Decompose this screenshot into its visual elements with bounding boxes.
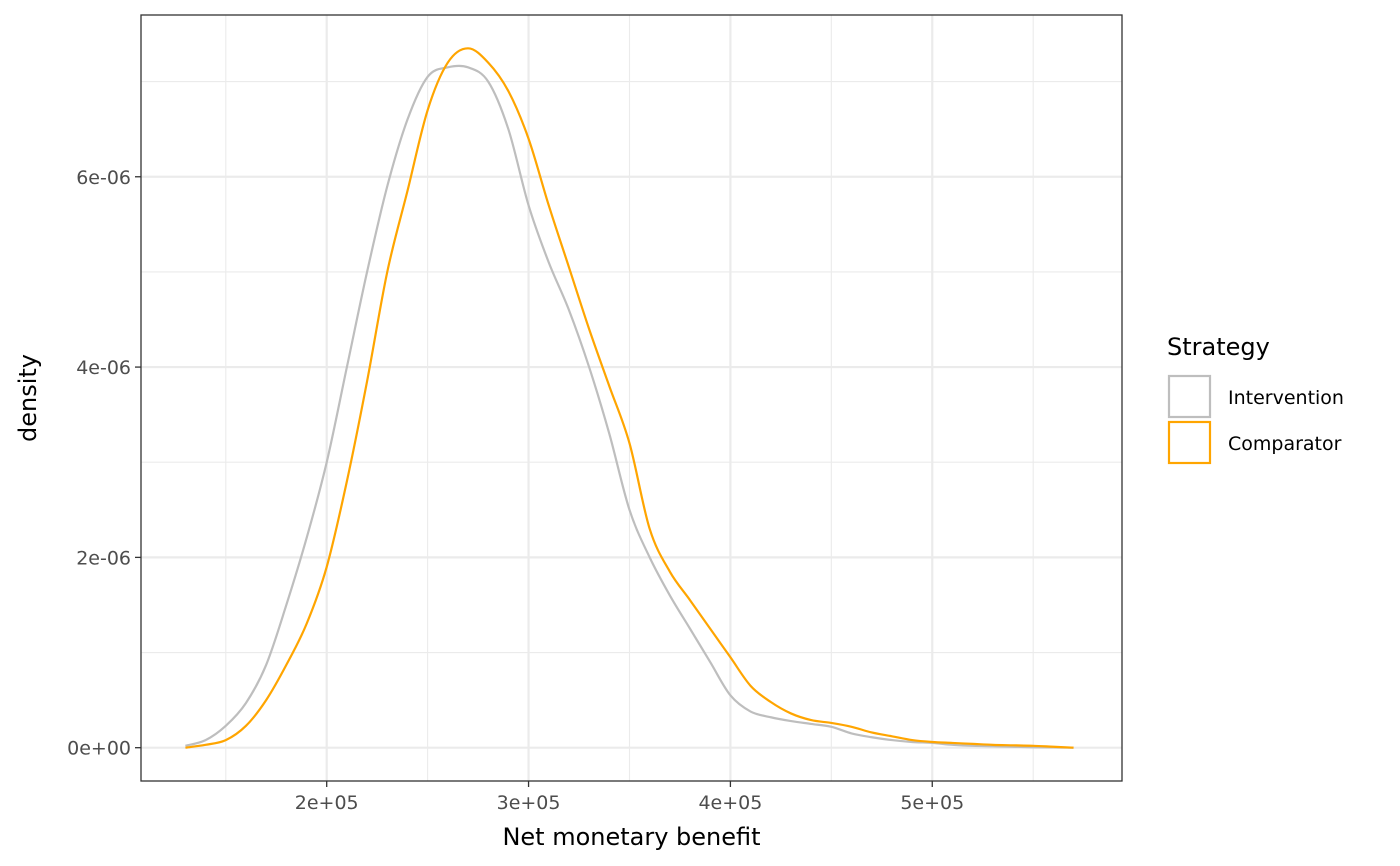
legend-label-intervention: Intervention [1228,387,1344,409]
major-gridlines [141,15,1122,781]
legend-key-comparator [1167,420,1212,465]
x-tick-label: 3e+05 [497,792,561,814]
series-layer [185,47,1074,749]
legend-title: Strategy [1167,333,1270,361]
legend: Strategy Intervention Comparator [1167,333,1344,465]
y-tick-label: 4e-06 [76,357,131,379]
minor-gridlines [141,15,1122,781]
series-line-intervention [185,64,1074,749]
x-tick-label: 4e+05 [698,792,762,814]
x-axis-title: Net monetary benefit [502,823,760,851]
y-tick-label: 2e-06 [76,547,131,569]
y-tick-label: 0e+00 [67,738,131,760]
plot-panel-border [140,14,1123,782]
x-axis-ticks: 2e+05 3e+05 4e+05 5e+05 [295,781,964,814]
legend-label-comparator: Comparator [1228,433,1342,455]
plot-panel [141,15,1122,781]
x-tick-label: 5e+05 [900,792,964,814]
y-tick-label: 6e-06 [76,167,131,189]
series-line-comparator [185,47,1074,749]
y-axis-ticks: 0e+00 2e-06 4e-06 6e-06 [67,167,141,760]
legend-key-intervention [1167,374,1212,419]
y-axis-title: density [14,354,42,442]
x-tick-label: 2e+05 [295,792,359,814]
